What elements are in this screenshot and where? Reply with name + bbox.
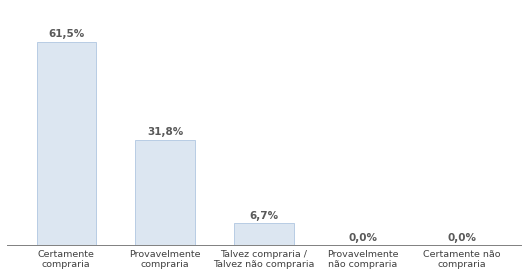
Text: 0,0%: 0,0% bbox=[348, 233, 378, 243]
Text: 31,8%: 31,8% bbox=[147, 128, 183, 137]
Bar bbox=[136, 140, 195, 245]
Text: 6,7%: 6,7% bbox=[249, 211, 279, 221]
Bar bbox=[36, 42, 96, 245]
Bar bbox=[234, 223, 294, 245]
Text: 0,0%: 0,0% bbox=[447, 233, 476, 243]
Text: 61,5%: 61,5% bbox=[48, 29, 84, 39]
